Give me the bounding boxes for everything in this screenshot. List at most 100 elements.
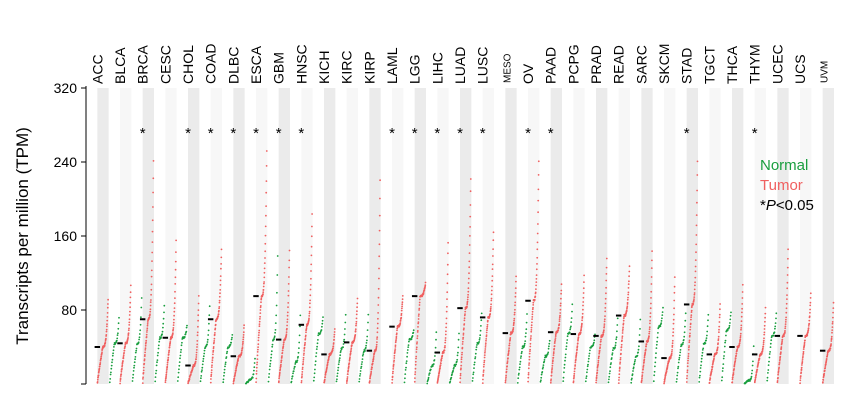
data-point xyxy=(718,321,721,323)
column-band xyxy=(596,88,608,384)
data-point xyxy=(605,292,607,295)
data-point xyxy=(785,302,788,305)
data-point xyxy=(693,292,696,294)
data-point xyxy=(377,317,379,320)
data-point xyxy=(223,368,226,371)
data-point xyxy=(597,363,599,366)
data-point xyxy=(242,331,245,334)
data-point xyxy=(785,316,787,319)
data-point xyxy=(461,353,463,356)
data-point xyxy=(778,359,781,362)
data-point xyxy=(619,357,622,359)
data-point xyxy=(479,334,482,337)
data-point xyxy=(150,269,153,272)
data-point xyxy=(540,376,543,379)
data-point xyxy=(241,347,244,350)
data-point xyxy=(730,311,732,314)
data-point xyxy=(504,379,507,382)
data-point xyxy=(701,351,704,354)
data-point xyxy=(257,339,260,342)
category-label: KICH xyxy=(316,51,332,84)
data-point xyxy=(690,314,693,317)
data-point xyxy=(262,285,265,288)
data-point xyxy=(175,251,177,254)
data-point xyxy=(376,336,379,339)
data-point xyxy=(694,281,696,284)
data-point xyxy=(460,367,462,370)
data-point xyxy=(196,331,199,334)
data-point xyxy=(654,361,657,364)
data-point xyxy=(143,358,146,361)
data-point xyxy=(376,322,379,325)
category-label: MESO xyxy=(502,53,513,83)
data-point xyxy=(673,285,676,288)
data-point xyxy=(781,342,783,344)
data-point xyxy=(270,356,272,359)
data-point xyxy=(96,378,99,381)
data-point xyxy=(717,338,720,340)
data-point xyxy=(151,219,154,222)
data-point xyxy=(144,344,147,347)
data-point xyxy=(676,378,678,380)
data-point xyxy=(731,376,734,379)
data-point xyxy=(278,377,280,380)
data-point xyxy=(564,356,567,359)
data-point xyxy=(440,357,443,360)
data-point xyxy=(212,349,215,352)
data-point xyxy=(603,320,606,323)
data-point xyxy=(708,381,711,384)
data-point xyxy=(671,342,674,345)
data-point xyxy=(701,354,703,357)
data-point xyxy=(468,244,471,246)
data-point xyxy=(189,376,191,378)
category-label: CESC xyxy=(157,45,173,84)
data-point xyxy=(174,276,177,279)
data-point xyxy=(528,362,531,364)
data-point xyxy=(807,327,810,329)
data-point xyxy=(393,357,396,359)
data-point xyxy=(441,354,444,357)
data-point xyxy=(823,374,825,377)
data-point xyxy=(165,373,168,376)
category-label: LGG xyxy=(407,54,423,84)
data-point xyxy=(164,381,167,384)
data-point xyxy=(784,327,787,330)
data-point xyxy=(163,311,165,314)
data-point xyxy=(197,309,200,311)
data-point xyxy=(288,249,291,252)
data-point xyxy=(145,336,148,338)
data-point xyxy=(825,358,828,360)
data-point xyxy=(209,381,212,384)
data-point xyxy=(242,340,244,343)
data-point xyxy=(622,328,624,330)
column-band xyxy=(120,88,132,384)
data-point xyxy=(218,295,221,298)
data-point xyxy=(404,373,407,375)
data-point xyxy=(214,327,217,330)
data-point xyxy=(618,373,621,376)
data-point xyxy=(741,307,743,310)
data-point xyxy=(663,380,666,383)
data-point xyxy=(807,325,810,327)
data-point xyxy=(338,361,340,363)
data-point xyxy=(637,348,640,351)
data-point xyxy=(308,318,310,321)
data-point xyxy=(305,331,307,334)
data-point xyxy=(259,318,261,320)
data-point xyxy=(645,343,648,345)
data-point xyxy=(152,191,155,194)
data-point xyxy=(560,292,562,295)
data-point xyxy=(267,380,270,383)
category-label: UCS xyxy=(792,54,808,84)
data-point xyxy=(549,381,552,384)
data-point xyxy=(106,323,108,326)
data-point xyxy=(694,265,697,268)
data-point xyxy=(146,331,148,333)
column-band xyxy=(573,88,585,384)
data-point xyxy=(482,365,485,368)
y-tick-label: 80 xyxy=(61,302,77,318)
data-point xyxy=(485,334,488,336)
data-point xyxy=(484,351,486,354)
data-point xyxy=(663,382,665,385)
data-point xyxy=(257,336,260,339)
